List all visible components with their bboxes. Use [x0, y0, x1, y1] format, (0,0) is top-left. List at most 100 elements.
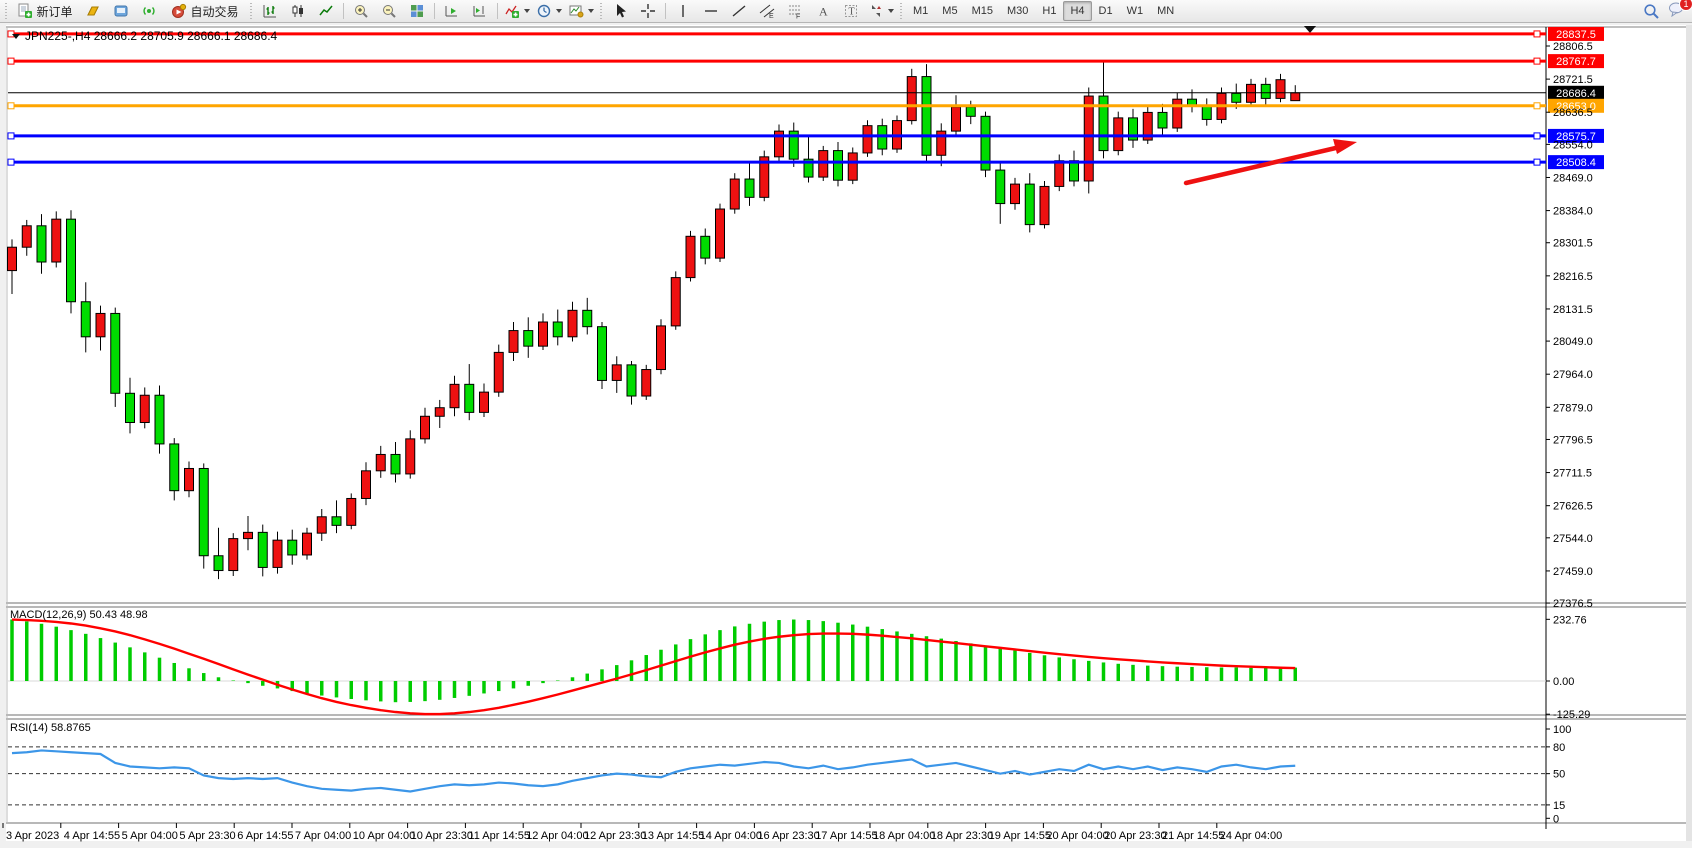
- text-label-button[interactable]: T: [837, 0, 865, 22]
- vertical-line-button[interactable]: [669, 0, 697, 22]
- search-icon[interactable]: [1643, 3, 1660, 20]
- arrows-button[interactable]: [865, 0, 897, 22]
- candle-bullish: [7, 246, 17, 272]
- timeframe-button-H4[interactable]: H4: [1063, 1, 1092, 21]
- pivot-line-handle[interactable]: [1533, 102, 1541, 110]
- autotrading-button[interactable]: 自动交易: [163, 0, 247, 22]
- pivot-line-price-tag: [1548, 98, 1604, 113]
- symbol-dropdown-icon[interactable]: [12, 33, 20, 39]
- time-axis-label: 18 Apr 23:30: [931, 830, 993, 842]
- time-axis-label: 10 Apr 23:30: [411, 830, 473, 842]
- price-axis-label: 28554.0: [1553, 139, 1593, 151]
- trend-arrow-annotation[interactable]: [1183, 144, 1343, 186]
- tile-windows-button[interactable]: [403, 0, 431, 22]
- resistance-line-2-price-tag-text: 28767.7: [1556, 56, 1596, 68]
- time-axis-label: 14 Apr 04:00: [700, 830, 762, 842]
- candlestick-chart-button[interactable]: [284, 0, 312, 22]
- support-line-1-handle[interactable]: [1533, 132, 1541, 140]
- templates-button[interactable]: [565, 0, 597, 22]
- resistance-line-2-handle[interactable]: [1533, 57, 1541, 65]
- pivot-line-handle[interactable]: [7, 102, 15, 110]
- price-axis-label: 28469.0: [1553, 172, 1593, 184]
- clock-icon: [537, 4, 551, 18]
- resistance-line-2-handle[interactable]: [7, 57, 15, 65]
- resistance-line-1-price-tag: [1548, 26, 1604, 41]
- candle-bearish: [1069, 160, 1079, 182]
- toolbar-grip[interactable]: [249, 3, 254, 19]
- rsi-axis-label: 100: [1553, 724, 1571, 736]
- trendline-button[interactable]: [725, 0, 753, 22]
- candle-bullish: [1142, 111, 1153, 141]
- periods-button[interactable]: [533, 0, 565, 22]
- timeframe-button-MN[interactable]: MN: [1157, 5, 1175, 17]
- equidistant-channel-button[interactable]: E: [753, 0, 781, 22]
- candle-bullish: [538, 321, 548, 347]
- timeframe-button-M1[interactable]: M1: [913, 5, 929, 17]
- candle-bullish: [818, 150, 829, 178]
- candle-bearish: [995, 169, 1006, 205]
- time-axis-label: 16 Apr 23:30: [757, 830, 819, 842]
- candle-bearish: [213, 555, 224, 572]
- tile-windows-icon: [411, 5, 423, 17]
- text-icon: A: [819, 5, 828, 19]
- toolbar-grip[interactable]: [899, 3, 904, 19]
- candle-bullish: [139, 394, 150, 424]
- timeframe-button-M30[interactable]: M30: [1006, 5, 1029, 17]
- candle-bearish: [744, 178, 755, 198]
- timeframe-button-M5[interactable]: M5: [942, 5, 958, 17]
- indicators-button[interactable]: [501, 0, 533, 22]
- timeframe-button-D1[interactable]: D1: [1098, 5, 1113, 17]
- price-axis-label: 28131.5: [1553, 304, 1593, 316]
- support-line-2-handle[interactable]: [7, 158, 15, 166]
- line-chart-button[interactable]: [312, 0, 340, 22]
- crosshair-button[interactable]: [634, 0, 662, 22]
- candle-bearish: [1098, 95, 1109, 152]
- rsi-axis-label: 0: [1553, 813, 1559, 825]
- candle-bearish: [1231, 92, 1242, 103]
- zoom-out-button[interactable]: [375, 0, 403, 22]
- chart-title: JPN225-,H4 28666.2 28705.9 28666.1 28686…: [12, 29, 277, 43]
- chart-shift-marker-icon[interactable]: [1304, 26, 1316, 33]
- bar-chart-button[interactable]: [256, 0, 284, 22]
- auto-scroll-button[interactable]: [438, 0, 466, 22]
- candle-bearish: [552, 321, 563, 338]
- time-axis-label: 20 Apr 23:30: [1104, 830, 1166, 842]
- text-button[interactable]: A: [809, 0, 837, 22]
- candle-bullish: [346, 497, 357, 526]
- chart-shift-button[interactable]: [466, 0, 494, 22]
- toolbar-grip[interactable]: [599, 3, 604, 19]
- candlestick-chart-icon: [292, 5, 303, 17]
- toolbar-grip[interactable]: [4, 3, 9, 19]
- fibonacci-button[interactable]: F: [781, 0, 809, 22]
- candle-bullish: [715, 208, 725, 259]
- time-axis-label: 7 Apr 04:00: [295, 830, 351, 842]
- new-order-button[interactable]: 新订单: [11, 0, 79, 22]
- support-line-2-handle[interactable]: [1533, 158, 1541, 166]
- candle-bearish: [287, 539, 298, 556]
- trend-arrow-head: [1333, 139, 1357, 154]
- timeframe-button-W1[interactable]: W1: [1126, 5, 1144, 17]
- candle-bearish: [626, 364, 637, 397]
- resistance-line-1-handle[interactable]: [1533, 30, 1541, 38]
- support-line-1-handle[interactable]: [7, 132, 15, 140]
- candle-bearish: [331, 516, 342, 526]
- signals-button[interactable]: [135, 0, 163, 22]
- dropdown-arrow-icon: [556, 9, 562, 13]
- timeframe-button-M15[interactable]: M15: [971, 5, 993, 17]
- candle-bearish: [36, 225, 47, 263]
- svg-text:T: T: [849, 7, 855, 18]
- candle-bullish: [1290, 92, 1301, 102]
- timeframe-button-H1[interactable]: H1: [1042, 5, 1057, 17]
- zoom-in-button[interactable]: [347, 0, 375, 22]
- notifications-button[interactable]: 1: [1668, 0, 1692, 22]
- candle-bullish: [228, 538, 239, 572]
- candle-bullish: [21, 225, 32, 248]
- time-axis-label: 12 Apr 04:00: [526, 830, 588, 842]
- community-button[interactable]: [107, 0, 135, 22]
- price-axis-label: 28721.5: [1553, 74, 1593, 86]
- cursor-button[interactable]: [606, 0, 634, 22]
- timeframe-group: M1 M5 M15 M30 H1 H4 D1 W1 MN: [906, 1, 1181, 21]
- horizontal-line-button[interactable]: [697, 0, 725, 22]
- metaeditor-button[interactable]: [79, 0, 107, 22]
